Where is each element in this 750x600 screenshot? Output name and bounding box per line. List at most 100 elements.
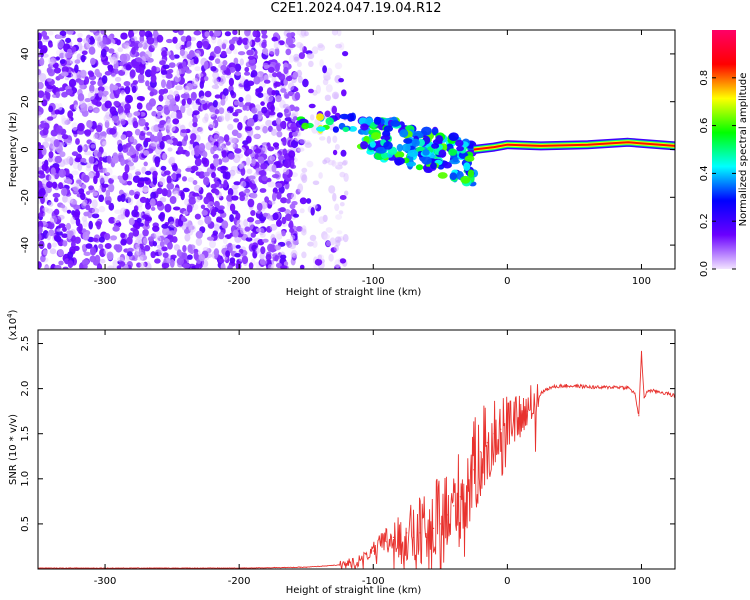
- spectrogram-cell: [168, 62, 176, 68]
- spectrogram-cell: [88, 46, 96, 55]
- spectrogram-cell: [85, 191, 91, 195]
- spectrogram-cell: [293, 213, 299, 218]
- spectrogram-cell: [248, 262, 254, 269]
- spectrogram-cell: [213, 78, 220, 86]
- spectrogram-cell: [103, 90, 109, 96]
- spectrogram-cell: [272, 212, 279, 221]
- spectrogram-cell: [75, 138, 80, 145]
- spectrogram-cell: [184, 233, 191, 242]
- spectrogram-cell: [128, 232, 134, 240]
- spectrogram-cell: [152, 170, 158, 177]
- spectrogram-cell: [186, 53, 193, 60]
- spectrogram-cell: [373, 116, 381, 125]
- spectrogram-cell: [338, 210, 344, 215]
- y-axis-title: Frequency (Hz): [8, 112, 19, 188]
- snr-point: [647, 389, 649, 391]
- spectrogram-cell: [136, 96, 144, 101]
- spectrogram-cell: [199, 80, 204, 89]
- spectrogram-cell: [191, 77, 199, 87]
- spectrogram-cell: [263, 79, 271, 84]
- spectrogram-cell: [333, 244, 339, 252]
- spectrogram-cell: [48, 105, 54, 113]
- spectrogram-cell: [235, 212, 241, 221]
- spectrogram-cell: [131, 85, 137, 94]
- y-multiplier-label: (x104): [6, 309, 19, 340]
- spectrogram-cell: [285, 75, 293, 82]
- spectrogram-cell: [214, 109, 220, 115]
- spectrogram-cell: [186, 40, 192, 50]
- spectrogram-cell: [56, 125, 63, 134]
- spectrogram-cell: [99, 131, 107, 137]
- spectrogram-cell: [258, 86, 264, 93]
- spectrogram-cell: [234, 71, 241, 76]
- spectrogram-cell: [191, 165, 199, 172]
- spectrogram-cell: [309, 234, 317, 242]
- spectrogram-cell: [255, 247, 260, 254]
- spectrogram-cell: [380, 135, 391, 141]
- spectrogram-cell: [242, 140, 249, 146]
- spectrogram-cell: [240, 180, 247, 188]
- snr-point: [473, 469, 475, 471]
- spectrogram-cell: [201, 259, 209, 268]
- spectrogram-cell: [241, 37, 249, 45]
- spectrogram-cell: [69, 104, 75, 110]
- spectrogram-cell: [161, 70, 168, 75]
- spectrogram-cell: [43, 35, 50, 40]
- spectrogram-cell: [85, 243, 93, 249]
- spectrogram-cell: [421, 126, 432, 136]
- spectrogram-cell: [234, 148, 242, 154]
- spectrogram-cell: [152, 241, 158, 247]
- spectrogram-cell: [74, 64, 79, 74]
- snr-point: [419, 532, 421, 534]
- spectrogram-cell: [455, 139, 464, 147]
- spectrogram-cell: [60, 187, 68, 196]
- spectrogram-cell: [311, 46, 319, 55]
- spectrogram-cell: [442, 161, 452, 169]
- spectrogram-cell: [123, 81, 131, 87]
- spectrogram-cell: [293, 106, 300, 112]
- spectrogram-cell: [196, 41, 203, 47]
- spectrogram-cell: [313, 264, 318, 269]
- snr-point: [399, 541, 401, 543]
- spectrogram-cell: [208, 201, 214, 206]
- spectrogram-cell: [192, 122, 198, 128]
- spectrogram-cell: [340, 149, 347, 157]
- spectrogram-cell: [98, 156, 104, 162]
- spectrogram-cell: [157, 131, 163, 139]
- spectrogram-cell: [383, 141, 393, 150]
- spectrogram-cell: [156, 200, 163, 207]
- spectrogram-cell: [74, 209, 81, 218]
- spectrogram-cell: [108, 48, 115, 54]
- spectrogram-cell: [137, 73, 145, 82]
- spectrogram-cell: [107, 64, 114, 73]
- spectrogram-cell: [265, 119, 273, 127]
- spectrogram-cell: [290, 249, 298, 259]
- spectrogram-cell: [108, 202, 115, 211]
- spectrogram-cell: [120, 239, 127, 246]
- spectrogram-cell: [145, 80, 150, 87]
- spectrogram-cell: [144, 69, 153, 78]
- spectrogram-cell: [334, 62, 343, 70]
- snr-point: [426, 536, 428, 539]
- spectrogram-cell: [263, 64, 269, 70]
- spectrogram-cell: [224, 110, 231, 117]
- spectrogram-cell: [245, 157, 251, 166]
- spectrogram-cell: [188, 196, 197, 205]
- spectrogram-cell: [61, 134, 69, 140]
- spectrogram-cell: [158, 247, 163, 257]
- spectrogram-cell: [144, 245, 151, 252]
- spectrogram-cell: [146, 131, 153, 136]
- spectrogram-cell: [46, 85, 54, 90]
- spectrogram-cell: [231, 195, 239, 201]
- spectrogram-cell: [68, 78, 77, 88]
- spectrogram-cell: [39, 73, 47, 82]
- spectrogram-cell: [81, 184, 87, 189]
- spectrogram-cell: [129, 69, 136, 78]
- spectrogram-cell: [456, 146, 464, 152]
- spectrogram-cell: [318, 216, 326, 225]
- spectrogram-cell: [237, 51, 246, 56]
- spectrogram-cell: [267, 264, 274, 269]
- spectrogram-cell: [254, 125, 261, 131]
- spectrogram-cell: [224, 31, 231, 37]
- spectrogram-cell: [74, 157, 82, 163]
